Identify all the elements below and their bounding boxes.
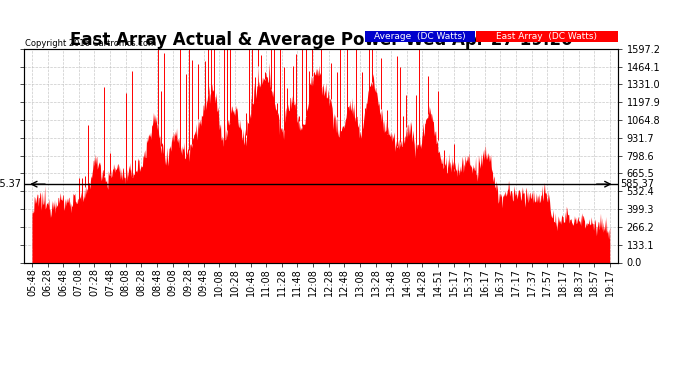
Title: East Array Actual & Average Power Wed Apr 27 19:20: East Array Actual & Average Power Wed Ap… <box>70 31 572 49</box>
Text: East Array  (DC Watts): East Array (DC Watts) <box>496 32 598 41</box>
FancyBboxPatch shape <box>366 31 475 42</box>
Text: Copyright 2016 Cartronics.com: Copyright 2016 Cartronics.com <box>25 39 156 48</box>
Text: 585.37: 585.37 <box>0 179 21 189</box>
Text: Average  (DC Watts): Average (DC Watts) <box>375 32 466 41</box>
FancyBboxPatch shape <box>476 31 618 42</box>
Text: 585.37: 585.37 <box>620 179 655 189</box>
